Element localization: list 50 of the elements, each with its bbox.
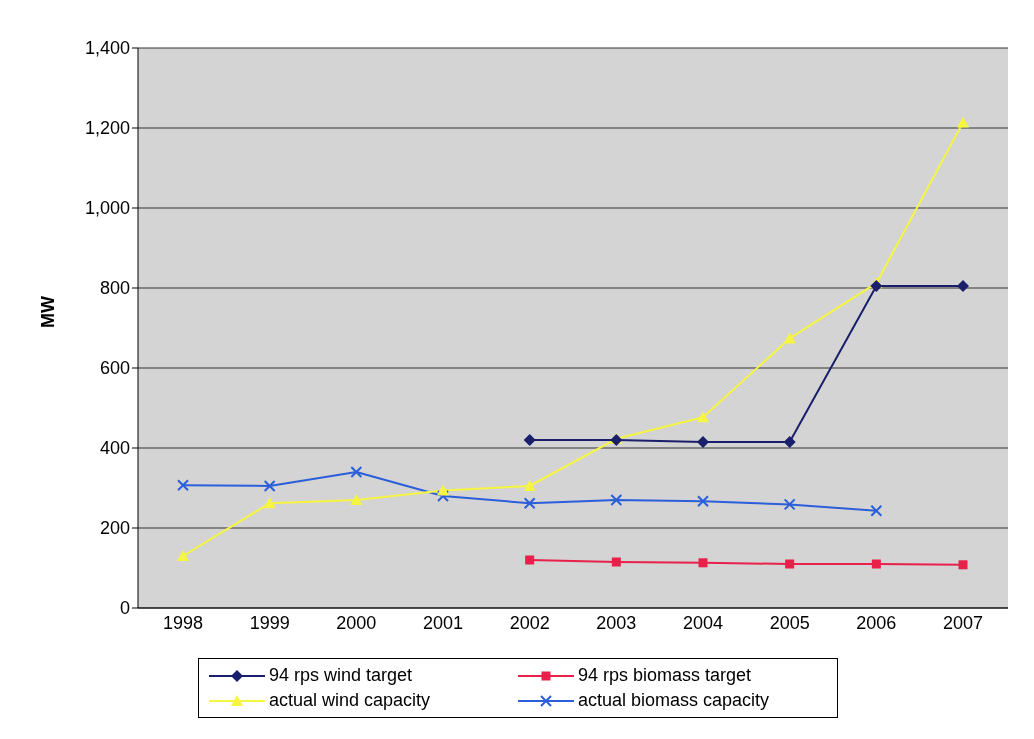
point <box>350 466 363 478</box>
x-tick-label: 2002 <box>509 612 550 633</box>
point <box>697 411 709 423</box>
y-axis-title: MW <box>38 296 59 328</box>
point <box>523 480 536 491</box>
y-tick-label: 200 <box>99 518 130 539</box>
legend-label: actual biomass capacity <box>578 690 770 711</box>
x-tick-label: 2005 <box>769 612 810 633</box>
x-tick-label: 1999 <box>249 612 290 633</box>
point <box>437 484 449 496</box>
point <box>785 559 795 569</box>
point <box>698 558 708 568</box>
point <box>610 494 623 506</box>
point <box>870 504 883 517</box>
point <box>871 559 881 569</box>
x-tick-label: 2001 <box>422 612 464 633</box>
point <box>783 332 796 344</box>
point <box>523 434 536 446</box>
point <box>957 280 969 292</box>
x-tick-label: 2000 <box>336 612 377 633</box>
point <box>525 555 535 565</box>
legend-label: 94 rps biomass target <box>578 665 752 686</box>
point <box>263 480 276 492</box>
point <box>611 557 621 567</box>
y-tick-label: 1,200 <box>84 118 130 139</box>
point <box>437 490 449 502</box>
y-tick-label: 1,000 <box>84 198 130 219</box>
x-tick-label: 2003 <box>596 612 637 633</box>
point <box>177 550 189 561</box>
x-tick-label: 2006 <box>856 612 897 633</box>
y-tick-label: 800 <box>99 278 130 299</box>
legend-label: actual wind capacity <box>269 690 431 711</box>
point <box>697 436 709 448</box>
x-tick-label: 1998 <box>162 612 204 633</box>
y-tick-label: 1,400 <box>84 38 130 59</box>
point <box>350 494 363 505</box>
point <box>697 495 709 508</box>
y-tick-label: 0 <box>119 598 130 619</box>
point <box>177 479 189 492</box>
y-tick-label: 600 <box>99 358 130 379</box>
point <box>958 560 968 570</box>
y-tick-label: 400 <box>99 438 130 459</box>
point <box>783 498 796 511</box>
point <box>783 436 796 448</box>
x-tick-label: 2004 <box>682 612 724 633</box>
legend-label: 94 rps wind target <box>269 665 413 686</box>
point <box>263 497 276 509</box>
x-tick-label: 2007 <box>942 612 984 633</box>
point <box>957 116 969 128</box>
point <box>523 497 536 510</box>
